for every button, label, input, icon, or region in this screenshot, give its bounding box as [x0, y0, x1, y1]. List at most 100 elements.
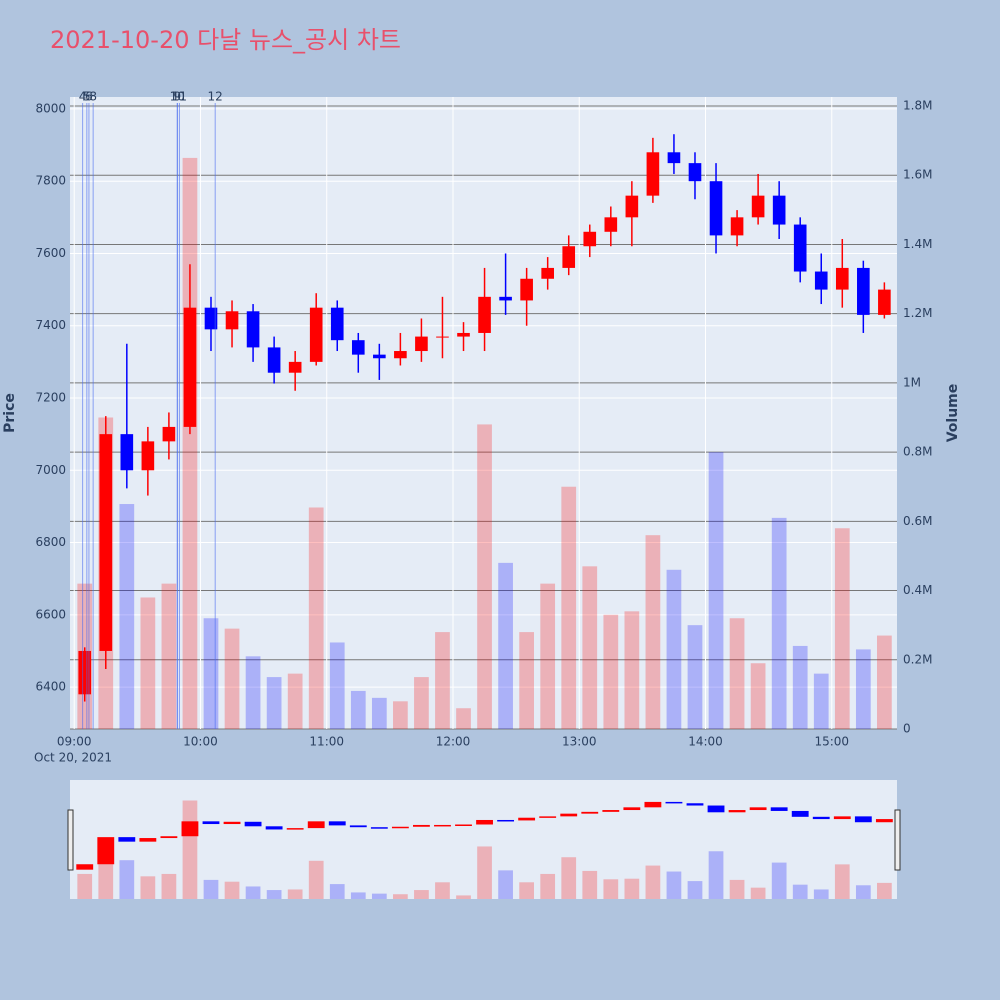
slider-volume-bar	[77, 873, 93, 899]
volume-bar	[771, 517, 787, 729]
volume-bar	[414, 677, 429, 729]
slider-volume-bar	[435, 882, 450, 899]
volume-bar	[287, 673, 303, 729]
candle-body	[183, 307, 197, 427]
slider-candle	[497, 819, 515, 822]
candle-body	[120, 434, 134, 471]
candle-body	[878, 289, 891, 315]
annotation-label: 10	[170, 90, 185, 104]
slider-volume-bar	[371, 893, 387, 899]
slider-handle[interactable]	[67, 809, 74, 871]
y-tick-label: 7400	[35, 318, 66, 332]
candle-body	[309, 307, 323, 362]
slider-candle	[455, 824, 472, 826]
slider-volume-bar	[498, 870, 513, 899]
x-tick-label: 10:00	[183, 735, 218, 749]
range-slider[interactable]	[70, 780, 897, 899]
slider-volume-bar	[624, 878, 640, 899]
candle-body	[141, 441, 155, 471]
annotation-label: 12	[208, 90, 223, 104]
candle-body	[267, 347, 281, 373]
slider-volume-bar	[161, 873, 177, 899]
chart-title: 2021-10-20 다날 뉴스_공시 차트	[50, 26, 401, 54]
slider-volume-bar	[708, 851, 724, 899]
candle-body	[415, 336, 428, 352]
slider-volume-bar	[140, 876, 156, 899]
slider-candle	[665, 801, 683, 804]
slider-volume-bar	[603, 879, 619, 899]
y-tick-label: 8000	[35, 101, 66, 115]
annotation-label: 8	[89, 90, 97, 104]
volume-bar	[561, 486, 577, 729]
candle-body	[499, 296, 512, 301]
slider-candle	[413, 824, 430, 827]
volume-bar	[182, 157, 198, 730]
slider-candle	[349, 825, 367, 828]
slider-handle[interactable]	[894, 809, 901, 871]
slider-volume-bar	[119, 860, 135, 899]
volume-bar	[498, 562, 513, 729]
volume-bar	[603, 614, 619, 729]
slider-volume-bar	[582, 870, 598, 899]
slider-candle	[728, 810, 746, 813]
slider-volume-bar	[645, 865, 661, 899]
slider-candle	[539, 816, 557, 818]
slider-candle	[770, 807, 788, 811]
y-tick-label: 7000	[35, 463, 66, 477]
slider-candle	[854, 816, 872, 823]
candle-body	[162, 426, 176, 442]
volume-bar	[435, 632, 450, 729]
slider-candle	[476, 819, 493, 825]
volume-bar	[350, 690, 366, 729]
candle-body	[351, 340, 365, 355]
slider-candle	[139, 838, 157, 842]
slider-volume-bar	[182, 800, 198, 899]
slider-candle	[812, 816, 830, 820]
y2-tick-label: 1.4M	[903, 237, 932, 251]
candle-body	[99, 434, 113, 651]
annotation-label: 5	[83, 90, 91, 104]
candle-body	[288, 361, 302, 373]
annotation-label: 11	[172, 90, 187, 104]
candle-body	[709, 181, 723, 236]
y-tick-label: 7200	[35, 391, 66, 405]
slider-volume-bar	[519, 882, 535, 899]
slider-volume-bar	[224, 881, 240, 899]
volume-bar	[245, 656, 261, 729]
annotation-label: 6	[85, 90, 93, 104]
y2-axis-title: Volume	[945, 384, 961, 443]
volume-bar	[855, 649, 871, 729]
candle-body	[730, 217, 744, 236]
slider-candle	[602, 810, 620, 812]
candle-body	[814, 271, 828, 290]
volume-bar	[224, 628, 240, 729]
slider-candle	[875, 819, 893, 823]
slider-candle	[370, 827, 388, 829]
y2-tick-label: 1.8M	[903, 98, 932, 112]
slider-candle	[434, 824, 451, 827]
volume-bar	[813, 673, 829, 729]
slider-candle	[76, 864, 94, 870]
slider-candle	[707, 805, 725, 813]
slider-candle	[623, 807, 641, 811]
y-tick-label: 7800	[35, 174, 66, 188]
slider-volume-bar	[561, 857, 577, 899]
annotation-label: 4	[79, 90, 87, 104]
candle-body	[520, 278, 533, 301]
slider-volume-bar	[308, 860, 324, 899]
candle-body	[541, 267, 554, 279]
slider-candle	[749, 807, 767, 811]
slider-candle	[560, 813, 578, 817]
slider-candle	[644, 801, 662, 808]
slider-volume-bar	[456, 895, 471, 899]
volume-bar	[645, 535, 661, 729]
volume-bar	[582, 566, 598, 729]
candle-body	[667, 152, 681, 164]
candle-body	[646, 152, 660, 196]
candle-body	[688, 163, 702, 182]
y2-tick-label: 0.6M	[903, 514, 932, 528]
candle-body	[246, 311, 260, 348]
slider-candle	[518, 817, 536, 821]
slider-volume-bar	[750, 887, 766, 899]
slider-volume-bar	[350, 892, 366, 899]
